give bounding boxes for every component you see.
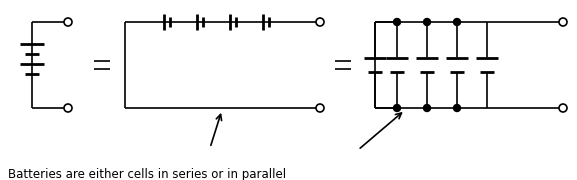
Circle shape bbox=[454, 105, 460, 111]
Circle shape bbox=[394, 19, 400, 26]
Circle shape bbox=[64, 18, 72, 26]
Circle shape bbox=[316, 104, 324, 112]
Circle shape bbox=[424, 105, 430, 111]
Circle shape bbox=[424, 19, 430, 26]
Circle shape bbox=[454, 19, 460, 26]
Circle shape bbox=[559, 104, 567, 112]
Circle shape bbox=[316, 18, 324, 26]
Circle shape bbox=[64, 104, 72, 112]
Circle shape bbox=[559, 18, 567, 26]
Text: Batteries are either cells in series or in parallel: Batteries are either cells in series or … bbox=[8, 168, 286, 180]
Circle shape bbox=[394, 105, 400, 111]
